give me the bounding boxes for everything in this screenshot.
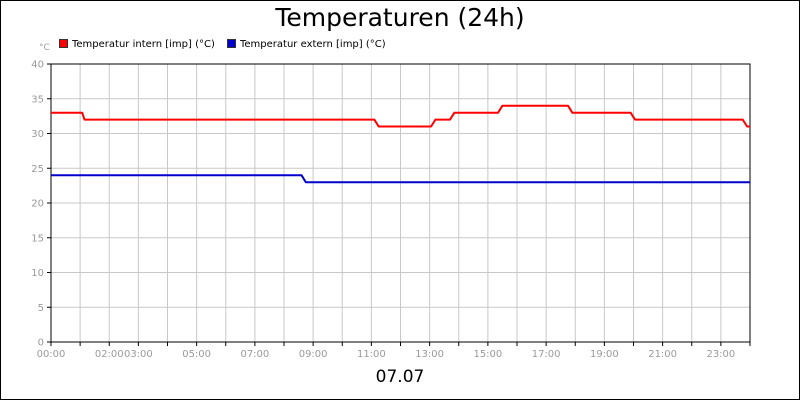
chart-title: Temperaturen (24h): [275, 3, 525, 32]
x-tick-label: 15:00: [473, 349, 502, 360]
y-tick-label: 40: [31, 60, 44, 71]
x-tick-label: 11:00: [357, 349, 386, 360]
x-tick-label: 23:00: [706, 349, 735, 360]
y-axis-unit-label: °C: [39, 43, 50, 53]
series-line-extern: [51, 174, 750, 184]
series-line-intern: [51, 104, 750, 128]
y-tick-label: 30: [31, 129, 44, 140]
plot-border: [50, 63, 751, 343]
x-tick-label: 00:00: [37, 349, 66, 360]
y-tick-label: 35: [31, 94, 44, 105]
y-tick-label: 25: [31, 164, 44, 175]
legend-item-extern: Temperatur extern [imp] (°C): [227, 39, 386, 50]
y-tick-label: 5: [38, 303, 44, 314]
legend-label-extern: Temperatur extern [imp] (°C): [240, 39, 386, 50]
x-tick-label: 17:00: [532, 349, 561, 360]
y-tick-label: 0: [38, 338, 44, 349]
y-tick-label: 15: [31, 233, 44, 244]
legend-item-intern: Temperatur intern [imp] (°C): [59, 39, 215, 50]
legend-swatch-extern: [227, 39, 236, 48]
x-tick-label: 13:00: [415, 349, 444, 360]
x-tick-label: 19:00: [590, 349, 619, 360]
x-tick-label: 07:00: [240, 349, 269, 360]
x-tick-label: 21:00: [648, 349, 677, 360]
y-tick-label: 10: [31, 268, 44, 279]
x-tick-label: 05:00: [182, 349, 211, 360]
legend-swatch-intern: [59, 39, 68, 48]
legend-label-intern: Temperatur intern [imp] (°C): [72, 39, 215, 50]
footer-date: 07.07: [375, 367, 425, 387]
x-tick-label: 02:00: [95, 349, 124, 360]
y-tick-label: 20: [31, 199, 44, 210]
x-tick-label: 03:00: [124, 349, 153, 360]
x-tick-label: 09:00: [299, 349, 328, 360]
